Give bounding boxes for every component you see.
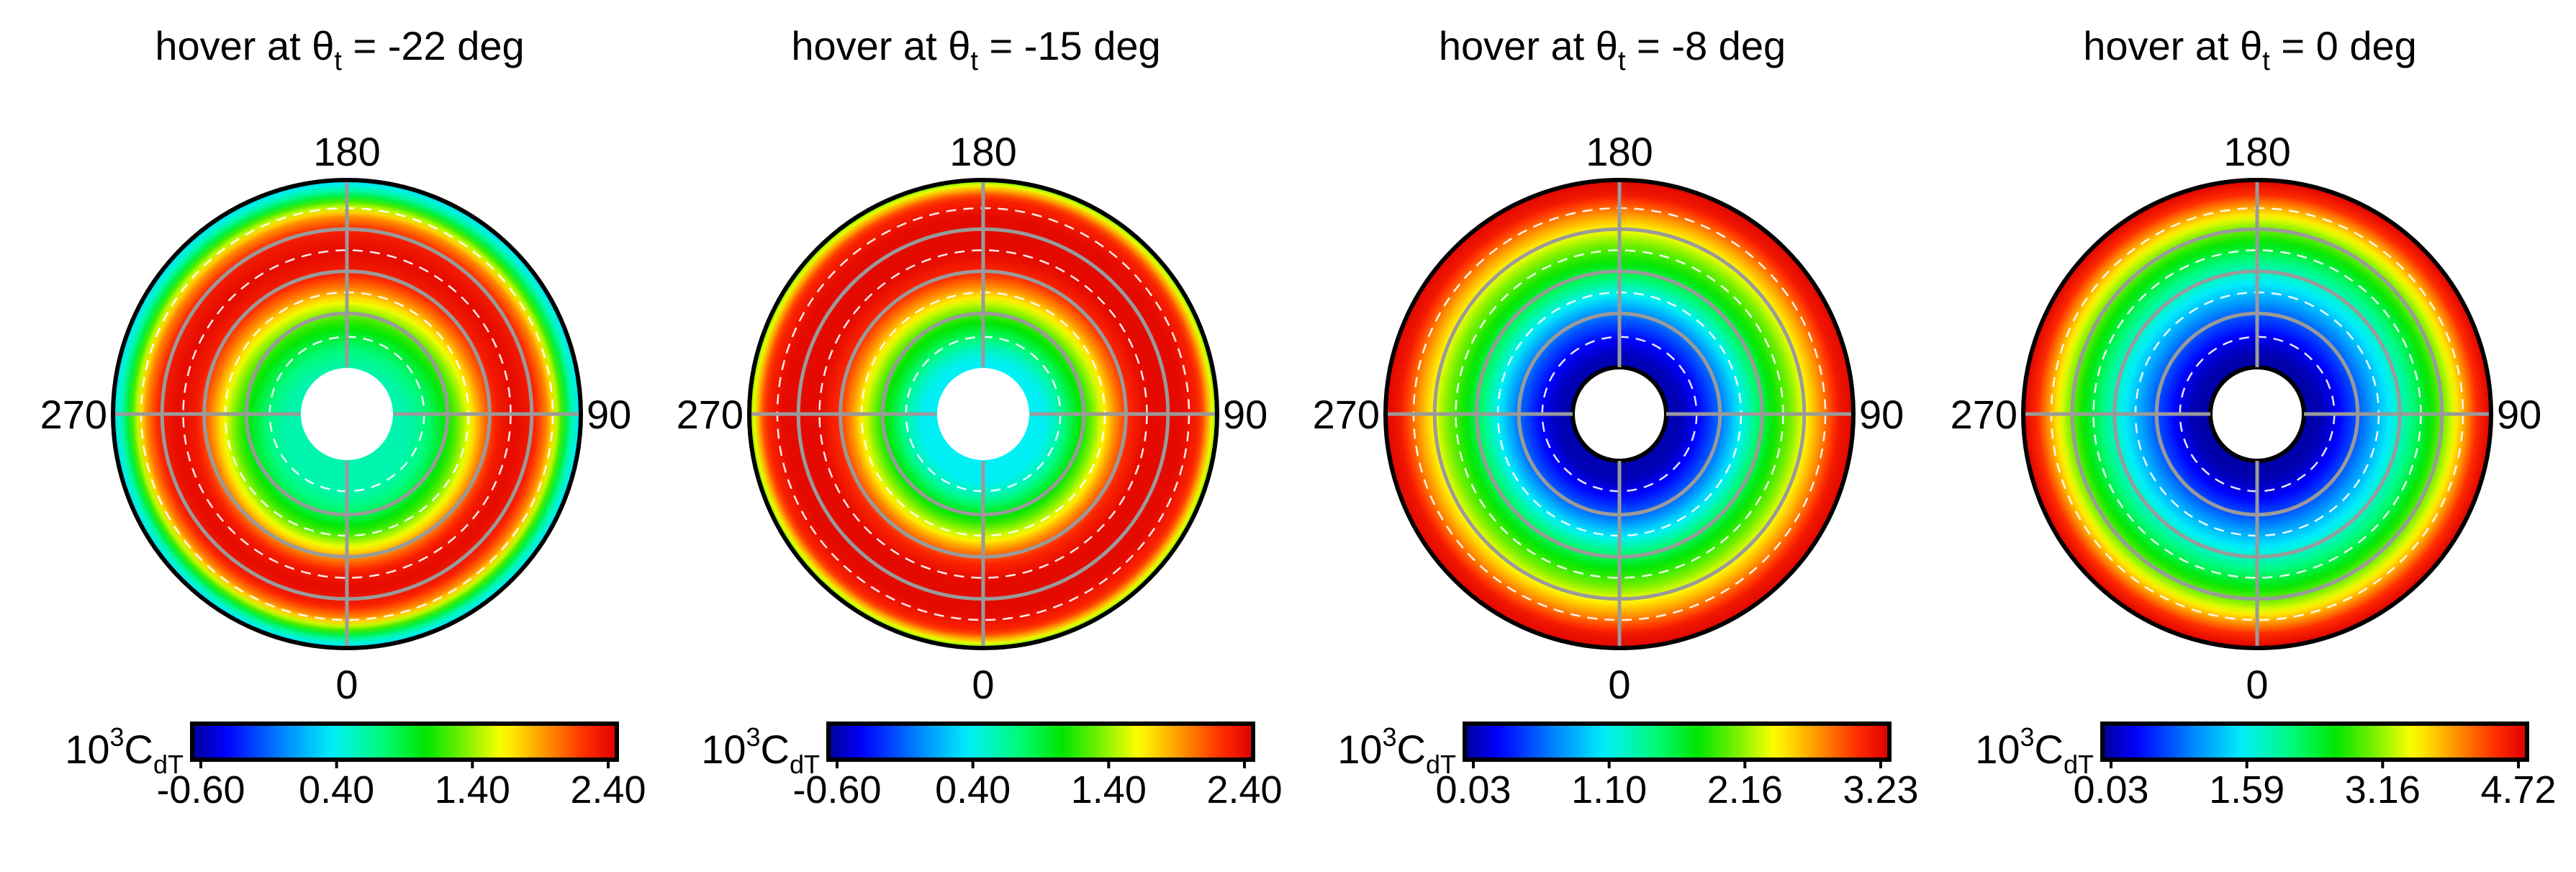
colorbar xyxy=(1463,722,1892,762)
azimuth-label-right: 90 xyxy=(2497,392,2541,437)
azimuth-label-right: 90 xyxy=(1223,392,1267,437)
rotor-hub xyxy=(299,367,394,462)
panel-title: hover at θt = -8 deg xyxy=(1439,23,1786,76)
polar-panel-2: hover at θt = -15 deg 180 0 270 90 103CdT-0.6… xyxy=(677,23,1283,812)
azimuth-label-top: 180 xyxy=(1586,129,1653,174)
colorbar-label: 103CdT xyxy=(1337,722,1456,779)
colorbar xyxy=(190,722,619,762)
disk-boundary xyxy=(2021,178,2493,650)
colorbar-tick-label: 0.40 xyxy=(935,768,1011,812)
colorbar xyxy=(2100,722,2529,762)
colorbar-tick-label: 1.59 xyxy=(2209,768,2284,812)
disk-boundary xyxy=(747,178,1219,650)
colorbar-tick-label: 2.40 xyxy=(1206,768,1282,812)
azimuth-label-bottom: 0 xyxy=(335,662,358,707)
polar-panel-1: hover at θt = -22 deg 180 0 270 90 103CdT-0.6… xyxy=(40,23,646,812)
colorbar-tick-label: 0.40 xyxy=(299,768,374,812)
colorbar-tick-label: 2.16 xyxy=(1707,768,1783,812)
azimuth-label-left: 270 xyxy=(1951,392,2017,437)
colorbar-tick-label: 1.40 xyxy=(1071,768,1147,812)
colorbar-tick-label: 3.16 xyxy=(2345,768,2421,812)
colorbar-tick-label: 0.03 xyxy=(2073,768,2148,812)
azimuth-label-right: 90 xyxy=(1859,392,1904,437)
colorbar-tick-label: 1.40 xyxy=(435,768,510,812)
colorbar-label: 103CdT xyxy=(701,722,820,779)
disk-boundary xyxy=(1383,178,1856,650)
azimuth-label-bottom: 0 xyxy=(2246,662,2268,707)
panel-title: hover at θt = -15 deg xyxy=(791,23,1160,76)
azimuth-label-top: 180 xyxy=(313,129,380,174)
colorbar-label: 103CdT xyxy=(1975,722,2094,779)
azimuth-label-top: 180 xyxy=(949,129,1016,174)
colorbar-tick-label: 0.03 xyxy=(1435,768,1511,812)
panel-title: hover at θt = -22 deg xyxy=(155,23,524,76)
azimuth-label-bottom: 0 xyxy=(972,662,994,707)
colorbar-tick-label: 4.72 xyxy=(2480,768,2556,812)
colorbar-tick-label: 1.10 xyxy=(1571,768,1647,812)
azimuth-label-left: 270 xyxy=(1313,392,1380,437)
colorbar-label: 103CdT xyxy=(65,722,184,779)
colorbar-tick-label: -0.60 xyxy=(156,768,245,812)
rotor-hub xyxy=(2208,365,2306,463)
rotor-hub xyxy=(936,367,1031,462)
azimuth-label-left: 270 xyxy=(40,392,107,437)
colorbar-tick-label: -0.60 xyxy=(792,768,881,812)
azimuth-label-top: 180 xyxy=(2223,129,2290,174)
colorbar xyxy=(826,722,1255,762)
panel-title: hover at θt = 0 deg xyxy=(2083,23,2417,76)
azimuth-label-left: 270 xyxy=(677,392,744,437)
azimuth-label-right: 90 xyxy=(587,392,631,437)
disk-boundary xyxy=(111,178,583,650)
azimuth-label-bottom: 0 xyxy=(1608,662,1630,707)
rotor-hub xyxy=(1571,365,1668,463)
colorbar-tick-label: 2.40 xyxy=(570,768,646,812)
colorbar-tick-label: 3.23 xyxy=(1843,768,1918,812)
